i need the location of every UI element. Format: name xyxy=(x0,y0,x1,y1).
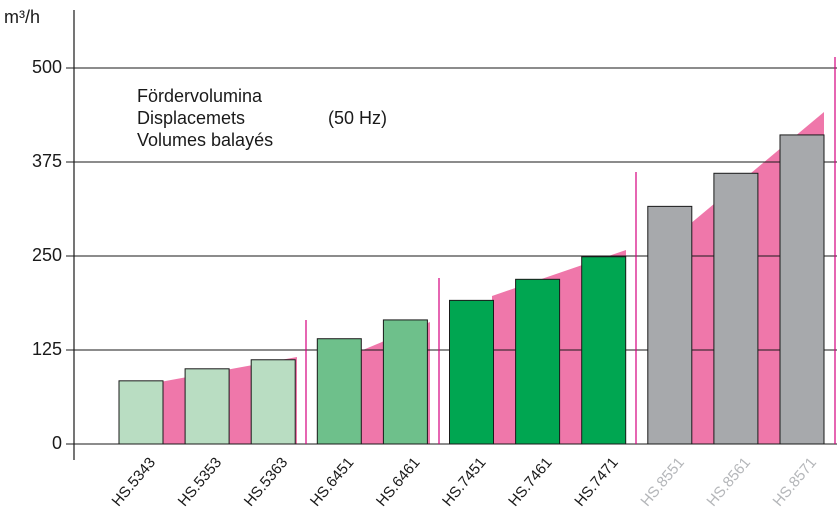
bar xyxy=(382,319,428,445)
bar xyxy=(250,359,296,445)
x-tick-label: HS.5353 xyxy=(175,454,226,510)
x-tick-label: HS.6461 xyxy=(373,454,424,510)
x-tick-label: HS.5343 xyxy=(109,454,160,510)
x-tick-label: HS.7451 xyxy=(439,454,490,510)
x-tick-label: HS.5363 xyxy=(241,454,292,510)
x-tick-label: HS.7461 xyxy=(505,454,556,510)
x-tick-label: HS.7471 xyxy=(571,454,622,510)
y-axis-label: m³/h xyxy=(4,7,40,27)
bars xyxy=(118,134,825,445)
x-tick-label: HS.8571 xyxy=(770,454,821,510)
x-tick-label: HS.8551 xyxy=(637,454,688,510)
bar xyxy=(581,256,627,445)
y-tick-label: 250 xyxy=(32,245,62,265)
x-tick-label: HS.6451 xyxy=(307,454,358,510)
x-tick-label: HS.8561 xyxy=(703,454,754,510)
bar xyxy=(184,368,230,445)
bar xyxy=(118,380,164,445)
bar xyxy=(515,278,561,445)
y-tick-label: 375 xyxy=(32,151,62,171)
annotation: (50 Hz) xyxy=(328,108,387,128)
x-labels: HS.5343 HS.5353 HS.5363 HS.6451 HS.6461 HS.74… xyxy=(109,454,821,510)
annotation: Displacemets xyxy=(137,108,245,128)
bar xyxy=(779,134,825,445)
y-tick-label: 500 xyxy=(32,57,62,77)
bar xyxy=(449,299,494,445)
bar xyxy=(316,338,362,445)
annotation: Fördervolumina xyxy=(137,86,263,106)
bar xyxy=(647,205,693,445)
bar xyxy=(713,172,759,445)
y-tick-label: 125 xyxy=(32,339,62,359)
y-tick-label: 0 xyxy=(52,433,62,453)
annotation: Volumes balayés xyxy=(137,130,273,150)
separators xyxy=(305,57,836,444)
